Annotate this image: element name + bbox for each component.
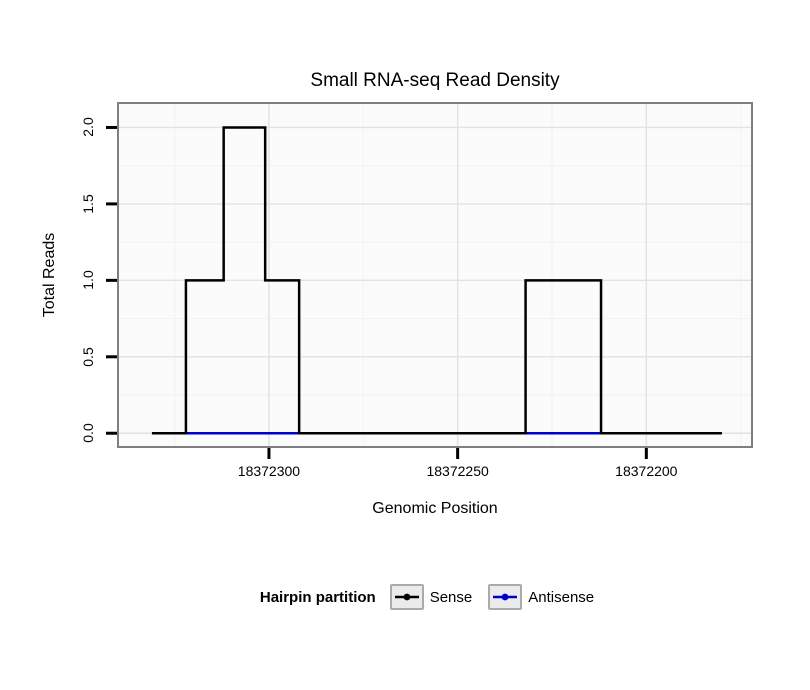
sense-line-icon [394, 593, 419, 601]
series-line-sense [151, 126, 722, 435]
x-axis-title: Genomic Position [372, 500, 498, 517]
x-tick-label: 18372200 [615, 463, 678, 479]
y-tick-label: 0.5 [80, 347, 96, 367]
x-tick-label: 18372250 [426, 463, 489, 479]
legend-title: Hairpin partition [259, 588, 376, 606]
y-tick-label: 1.0 [80, 270, 96, 291]
legend-key-sense [389, 584, 424, 610]
y-tick-label: 0.0 [80, 423, 96, 443]
legend-label-antisense: Antisense [528, 588, 595, 606]
x-tick-label: 18372300 [237, 463, 301, 479]
y-tick-label: 1.5 [80, 194, 96, 214]
y-axis-title: Total Reads [41, 232, 58, 318]
legend-label-sense: Sense [429, 588, 473, 606]
legend-key-antisense [488, 584, 523, 610]
panel-border [117, 102, 753, 448]
chart-title: Small RNA-seq Read Density [310, 70, 560, 91]
y-tick-label: 2.0 [80, 117, 96, 138]
legend: Hairpin partition Sense Antisense [118, 580, 752, 614]
antisense-line-icon [493, 593, 518, 601]
